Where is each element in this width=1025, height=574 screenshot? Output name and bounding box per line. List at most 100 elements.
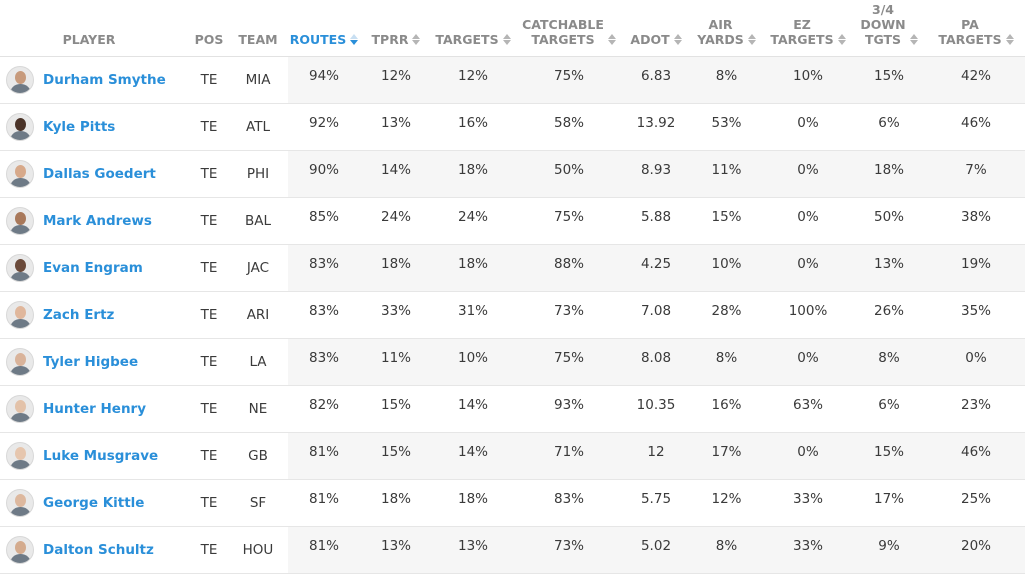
headshot-face	[15, 447, 26, 460]
tprr-cell: 18%	[380, 256, 411, 272]
player-name-link[interactable]: Evan Engram	[43, 260, 143, 276]
pa-targets-cell: 25%	[960, 491, 991, 507]
adot-cell: 4.25	[640, 256, 672, 272]
sort-desc-icon[interactable]	[350, 34, 359, 45]
player-name-link[interactable]: Kyle Pitts	[43, 119, 116, 135]
pos-cell: TE	[200, 260, 218, 276]
pa-targets-cell: 0%	[965, 350, 987, 366]
player-name-link[interactable]: Dallas Goedert	[43, 166, 156, 182]
ez-targets-cell: 33%	[792, 538, 823, 554]
stats-group: 90% 14% 18% 50% 8.93 11% 0% 18% 7%	[288, 151, 1025, 197]
ez-targets-cell: 10%	[792, 68, 823, 84]
pa-targets-cell: 42%	[960, 68, 991, 84]
player-cell: Kyle Pitts	[0, 104, 190, 150]
column-header-routes[interactable]: ROUTES	[288, 32, 360, 56]
team-cell: ATL	[246, 119, 270, 135]
down-tgts-cell: 6%	[878, 115, 900, 131]
column-header-pa-targets[interactable]: PA TARGETS	[927, 17, 1025, 56]
adot-cell: 12	[647, 444, 665, 460]
catchable-targets-cell: 50%	[553, 162, 584, 178]
column-header-targets[interactable]: TARGETS	[432, 32, 514, 56]
player-headshot-icon	[6, 66, 34, 94]
sort-arrows-icon[interactable]	[837, 34, 846, 45]
team-cell: LA	[249, 354, 267, 370]
sort-arrows-icon[interactable]	[502, 34, 511, 45]
table-row: Tyler Higbee TE LA 83% 11% 10% 75% 8.08 8% 0% 8% 0%	[0, 339, 1025, 386]
down-tgts-cell: 50%	[873, 209, 904, 225]
sort-arrows-icon[interactable]	[607, 34, 616, 45]
table-row: Hunter Henry TE NE 82% 15% 14% 93% 10.35 16% 63% 6…	[0, 386, 1025, 433]
down-tgts-cell: 13%	[873, 256, 904, 272]
sort-arrows-icon[interactable]	[909, 34, 918, 45]
table-row: Dalton Schultz TE HOU 81% 13% 13% 73% 5.02 8% 33%…	[0, 527, 1025, 574]
column-header-label: TEAM	[238, 32, 278, 47]
team-cell: GB	[248, 448, 268, 464]
tprr-cell: 13%	[380, 538, 411, 554]
player-name-link[interactable]: Mark Andrews	[43, 213, 152, 229]
player-headshot-icon	[6, 207, 34, 235]
team-cell: MIA	[245, 72, 271, 88]
headshot-shoulders	[10, 507, 31, 516]
air-yards-cell: 53%	[711, 115, 742, 131]
sort-down-arrow-icon	[837, 40, 846, 45]
column-header-tprr[interactable]: TPRR	[360, 32, 432, 56]
player-name-link[interactable]: Luke Musgrave	[43, 448, 159, 464]
team-cell: PHI	[246, 166, 270, 182]
column-header-air-yards[interactable]: AIR YARDS	[688, 17, 765, 56]
column-header-ez-targets[interactable]: EZ TARGETS	[765, 17, 851, 56]
routes-cell: 81%	[308, 444, 339, 460]
column-header-down-tgts[interactable]: 3/4 DOWN TGTS	[851, 2, 927, 56]
routes-cell: 81%	[308, 538, 339, 554]
down-tgts-cell: 18%	[873, 162, 904, 178]
down-tgts-cell: 9%	[878, 538, 900, 554]
player-name-link[interactable]: Zach Ertz	[43, 307, 115, 323]
player-headshot-icon	[6, 160, 34, 188]
sort-arrows-icon[interactable]	[412, 34, 421, 45]
column-header-label: TARGETS	[435, 32, 499, 47]
targets-cell: 16%	[457, 115, 488, 131]
column-header-team: TEAM	[228, 32, 288, 56]
down-tgts-cell: 26%	[873, 303, 904, 319]
player-cell: Tyler Higbee	[0, 339, 190, 385]
sort-up-arrow-icon	[747, 34, 756, 39]
routes-cell: 92%	[308, 115, 339, 131]
player-name-link[interactable]: Hunter Henry	[43, 401, 147, 417]
sort-arrows-icon[interactable]	[673, 34, 682, 45]
pos-cell: TE	[200, 448, 218, 464]
player-cell: Dalton Schultz	[0, 527, 190, 573]
player-name-link[interactable]: Durham Smythe	[43, 72, 166, 88]
routes-cell: 94%	[308, 68, 339, 84]
column-header-label: CATCHABLE TARGETS	[522, 17, 604, 47]
pos-cell: TE	[200, 166, 218, 182]
player-name-link[interactable]: Tyler Higbee	[43, 354, 139, 370]
player-name-link[interactable]: Dalton Schultz	[43, 542, 154, 558]
headshot-shoulders	[10, 319, 31, 328]
targets-cell: 18%	[457, 491, 488, 507]
catchable-targets-cell: 71%	[553, 444, 584, 460]
sort-arrows-icon[interactable]	[1005, 34, 1014, 45]
pos-cell: TE	[200, 354, 218, 370]
column-header-adot[interactable]: ADOT	[624, 32, 688, 56]
ez-targets-cell: 33%	[792, 491, 823, 507]
adot-cell: 8.08	[640, 350, 672, 366]
column-header-pos: POS	[190, 32, 228, 56]
team-cell: ARI	[246, 307, 270, 323]
down-tgts-cell: 6%	[878, 397, 900, 413]
air-yards-cell: 8%	[715, 68, 738, 84]
down-tgts-cell: 17%	[873, 491, 904, 507]
pos-cell: TE	[200, 72, 218, 88]
pos-cell: TE	[200, 495, 218, 511]
tprr-cell: 18%	[380, 491, 411, 507]
stats-group: 81% 18% 18% 83% 5.75 12% 33% 17% 25%	[288, 480, 1025, 526]
column-header-catchable-targets[interactable]: CATCHABLE TARGETS	[514, 17, 624, 56]
player-name-link[interactable]: George Kittle	[43, 495, 145, 511]
targets-cell: 18%	[457, 162, 488, 178]
column-header-label: PA TARGETS	[938, 17, 1002, 47]
tprr-cell: 24%	[380, 209, 411, 225]
player-headshot-icon	[6, 442, 34, 470]
ez-targets-cell: 100%	[788, 303, 828, 319]
player-cell: Luke Musgrave	[0, 433, 190, 479]
stats-group: 92% 13% 16% 58% 13.92 53% 0% 6% 46%	[288, 104, 1025, 150]
sort-arrows-icon[interactable]	[747, 34, 756, 45]
headshot-shoulders	[10, 84, 31, 93]
